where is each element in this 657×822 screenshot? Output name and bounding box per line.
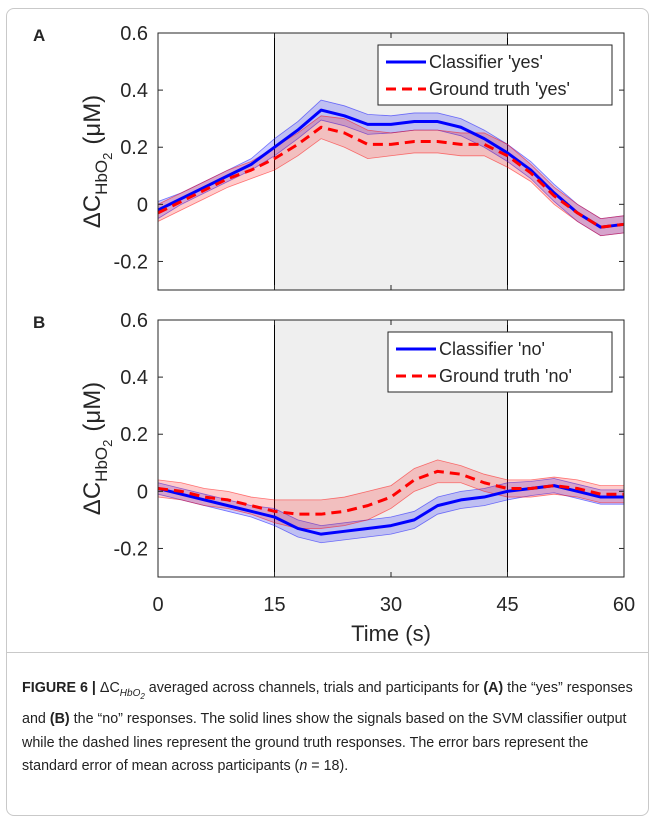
series-line	[157, 125, 625, 229]
x-tick-label: 30	[380, 594, 402, 616]
x-tick-label: 45	[496, 594, 518, 616]
y-label-subsub: 2	[100, 440, 115, 447]
caption-subsub: 2	[140, 691, 145, 701]
caption-text: averaged across channels, trials and par…	[144, 680, 484, 696]
y-tick-label: 0.4	[120, 80, 148, 102]
caption-ref: (B)	[49, 711, 70, 728]
y-label-main: ΔC	[79, 195, 106, 228]
x-tick-label: 60	[613, 594, 635, 616]
y-tick-label: 0.2	[120, 424, 148, 446]
caption-sub-text: HbO	[119, 687, 141, 699]
y-axis-label: ΔCHbO2 (μM)	[79, 382, 115, 515]
legend-box	[377, 44, 613, 106]
panel-label: A	[33, 26, 45, 45]
legend-label: Classifier 'yes'	[429, 52, 543, 72]
y-label-main: ΔC	[79, 482, 106, 515]
y-label-sub: HbO	[92, 447, 111, 482]
legend-label: Ground truth 'yes'	[429, 79, 570, 99]
x-tick-label: 15	[263, 594, 285, 616]
caption: FIGURE 6 | ΔCHbO2 averaged across channe…	[6, 652, 649, 779]
series-line	[157, 108, 625, 229]
y-tick-label: 0.2	[120, 137, 148, 159]
figure-frame	[6, 8, 649, 816]
caption-label: FIGURE 6 |	[22, 680, 96, 696]
caption-text: = 18).	[307, 758, 349, 775]
y-tick-label: -0.2	[114, 251, 148, 273]
x-axis-label: Time (s)	[351, 621, 431, 646]
panel-label: B	[33, 313, 45, 332]
y-tick-label: 0.6	[120, 23, 148, 45]
legend-label: Ground truth 'no'	[439, 366, 572, 386]
y-label-unit: (μM)	[79, 382, 106, 432]
legend-label: Classifier 'no'	[439, 339, 545, 359]
y-label-sub: HbO	[92, 160, 111, 195]
y-tick-label: -0.2	[114, 538, 148, 560]
caption-var: n	[299, 758, 308, 775]
caption-text: the “no” responses. The solid lines show…	[22, 711, 627, 775]
y-tick-label: 0.6	[120, 310, 148, 332]
y-tick-label: 0.4	[120, 367, 148, 389]
caption-sub: HbO2	[119, 687, 145, 701]
caption-ref: (A)	[483, 680, 504, 696]
y-label-subsub: 2	[100, 153, 115, 160]
caption-text: the “yes” responses and	[22, 680, 633, 728]
series-line	[157, 469, 624, 516]
y-axis-label: ΔCHbO2 (μM)	[79, 95, 115, 228]
y-tick-label: 0	[137, 194, 148, 216]
y-tick-label: 0	[137, 481, 148, 503]
caption-symbol: ΔC	[99, 680, 120, 696]
legend-box	[387, 331, 613, 393]
x-tick-label: 0	[152, 594, 163, 616]
y-label-unit: (μM)	[79, 95, 106, 145]
